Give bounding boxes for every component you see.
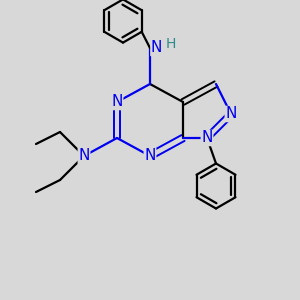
Text: N: N bbox=[144, 148, 156, 164]
Text: N: N bbox=[225, 106, 237, 122]
Text: N: N bbox=[151, 40, 162, 56]
Text: N: N bbox=[78, 148, 90, 164]
Text: H: H bbox=[166, 38, 176, 51]
Text: N: N bbox=[111, 94, 123, 110]
Text: N: N bbox=[201, 130, 213, 146]
